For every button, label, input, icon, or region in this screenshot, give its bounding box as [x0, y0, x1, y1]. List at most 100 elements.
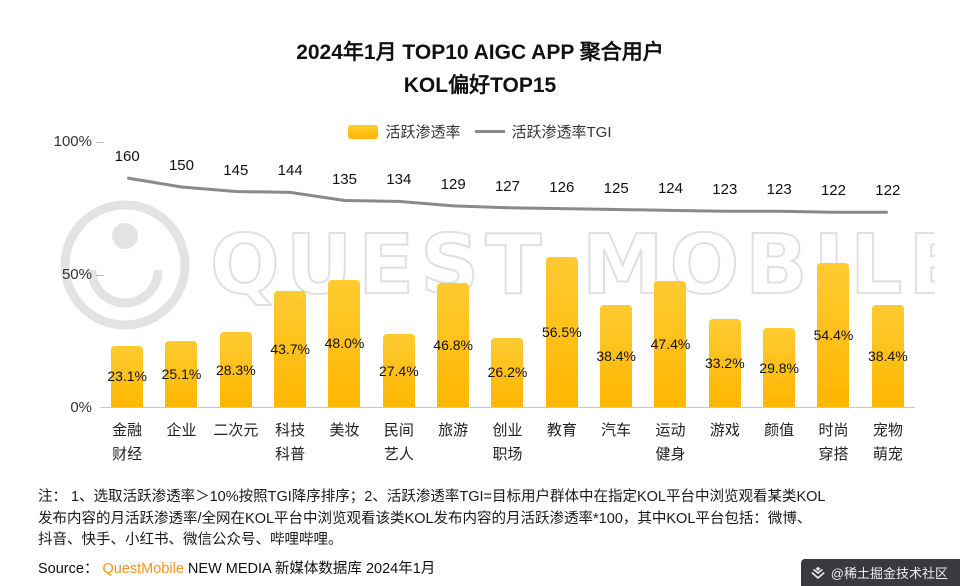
bar-9 [545, 257, 578, 407]
tgi-value-label-11: 124 [657, 180, 683, 198]
bar-value-label-3: 28.3% [215, 361, 256, 378]
category-label-5: 美妆 [329, 422, 360, 439]
bar-swatch-icon [348, 124, 379, 139]
tgi-value-label-1: 160 [114, 148, 140, 165]
tgi-value-label-5: 135 [331, 170, 357, 188]
chart-column-11: 47.4% 124 运动 健身 [643, 142, 697, 463]
page-title: 2024年1月 TOP10 AIGC APP 聚合用户 KOL偏好TOP15 [0, 36, 960, 102]
tgi-value-label-10: 125 [603, 179, 629, 197]
category-label-1: 金融 财经 [112, 422, 143, 463]
category-label-6: 民间 艺人 [383, 422, 414, 463]
footnote-line-3: 抖音、快手、小红书、微信公众号、哔哩哔哩。 [38, 532, 343, 548]
title-line-1: 2024年1月 TOP10 AIGC APP 聚合用户 [296, 41, 664, 64]
category-label-10: 汽车 [601, 422, 632, 439]
tgi-value-label-14: 122 [820, 182, 846, 200]
tgi-value-label-8: 127 [494, 177, 520, 195]
chart-column-6: 27.4% 134 民间 艺人 [372, 142, 426, 463]
chart-column-8: 26.2% 127 创业 职场 [480, 142, 534, 463]
bar-legend-label: 活跃渗透率 [385, 124, 461, 141]
bar-value-label-1: 23.1% [107, 368, 148, 385]
footnote: 注： 1、选取活跃渗透率＞10%按照TGI降序排序；2、活跃渗透率TGI=目标用… [38, 487, 922, 552]
bar-value-label-8: 26.2% [487, 364, 528, 381]
bar-3 [219, 332, 252, 407]
community-badge-label: @稀土掘金技术社区 [830, 566, 948, 581]
line-swatch-icon [474, 130, 505, 133]
bar-4 [274, 291, 307, 407]
y-tick-100: 100% [53, 133, 92, 150]
bar-value-label-9: 56.5% [541, 324, 582, 341]
y-tickmark-50 [96, 275, 104, 276]
bar-14 [817, 262, 850, 407]
bar-8 [491, 337, 524, 407]
footnote-line-2: 发布内容的月活跃渗透率/全网在KOL平台中浏览观看该类KOL发布内容的月活跃渗透… [38, 510, 812, 527]
category-label-15: 宠物 萌宠 [872, 422, 903, 463]
category-label-13: 颜值 [764, 422, 795, 439]
legend-item-line: 活跃渗透率TGI [474, 121, 612, 142]
juejin-logo-icon [811, 566, 825, 579]
footnote-line-1: 注： 1、选取活跃渗透率＞10%按照TGI降序排序；2、活跃渗透率TGI=目标用… [38, 489, 826, 505]
category-label-2: 企业 [166, 422, 197, 439]
chart-column-12: 33.2% 123 游戏 [698, 142, 752, 439]
bar-1 [111, 345, 144, 407]
category-label-12: 游戏 [709, 422, 740, 439]
bar-value-label-7: 46.8% [433, 337, 474, 353]
chart-column-4: 43.7% 144 科技 科普 [263, 142, 317, 463]
bar-value-label-5: 48.0% [324, 335, 365, 352]
chart-column-3: 28.3% 145 二次元 [209, 142, 263, 440]
y-tick-50: 50% [61, 266, 92, 283]
title-line-2: KOL偏好TOP15 [403, 74, 557, 97]
category-label-7: 旅游 [438, 422, 469, 439]
chart-column-13: 29.8% 123 颜值 [752, 142, 806, 439]
bar-value-label-6: 27.4% [378, 362, 419, 379]
legend: 活跃渗透率 活跃渗透率TGI [0, 121, 960, 142]
tgi-value-label-9: 126 [549, 178, 575, 196]
line-legend-label: 活跃渗透率TGI [511, 124, 612, 141]
bar-value-label-10: 38.4% [596, 348, 637, 365]
tgi-value-label-13: 123 [766, 181, 792, 199]
chart-column-9: 56.5% 126 教育 [535, 142, 589, 439]
source-rest: NEW MEDIA 新媒体数据库 2024年1月 [187, 561, 436, 577]
bar-value-label-4: 43.7% [270, 341, 311, 358]
bar-7 [437, 283, 470, 407]
bar-10 [600, 305, 633, 407]
tgi-value-label-4: 144 [277, 162, 303, 180]
category-label-9: 教育 [546, 422, 577, 439]
bar-5 [328, 279, 361, 407]
category-label-8: 创业 职场 [492, 422, 523, 463]
chart-column-7: 46.8% 129 旅游 [426, 142, 480, 439]
tgi-value-label-2: 150 [168, 157, 194, 174]
tgi-value-label-3: 145 [223, 161, 249, 179]
source-line: Source： QuestMobile NEW MEDIA 新媒体数据库 202… [38, 557, 435, 578]
y-tickmark-100 [96, 142, 104, 143]
legend-item-bar: 活跃渗透率 [348, 121, 461, 142]
bar-15 [871, 305, 904, 407]
bar-value-label-2: 25.1% [161, 365, 202, 382]
community-badge: @稀土掘金技术社区 [800, 559, 960, 586]
chart-column-10: 38.4% 125 汽车 [589, 142, 643, 440]
bar-13 [763, 328, 796, 407]
bar-11 [654, 281, 687, 407]
plot-area: 23.1% 160 金融 财经 25.1% 150 企业 28.3% 145 二次元 43.7% 1… [100, 142, 915, 463]
category-label-11: 运动 健身 [655, 422, 686, 463]
source-label: Source： [38, 561, 99, 577]
bar-value-label-11: 47.4% [650, 336, 691, 353]
source-brand: QuestMobile [102, 561, 184, 577]
chart-column-15: 38.4% 122 宠物 萌宠 [861, 142, 915, 463]
category-label-4: 科技 科普 [275, 422, 306, 463]
y-tick-0: 0% [70, 399, 92, 416]
chart-column-1: 23.1% 160 金融 财经 [100, 142, 154, 463]
bar-value-label-15: 38.4% [867, 348, 908, 365]
bar-2 [165, 340, 198, 407]
tgi-value-label-7: 129 [440, 175, 466, 193]
tgi-value-label-15: 122 [875, 182, 901, 200]
tgi-value-label-12: 123 [712, 181, 738, 199]
bar-value-label-13: 29.8% [759, 359, 800, 376]
chart-column-2: 25.1% 150 企业 [154, 142, 208, 439]
bar-value-label-12: 33.2% [704, 355, 745, 371]
tgi-line [126, 176, 888, 214]
bar-12 [708, 319, 741, 407]
chart-column-5: 48.0% 135 美妆 [317, 142, 371, 440]
chart-column-14: 54.4% 122 时尚 穿搭 [806, 142, 860, 463]
category-label-14: 时尚 穿搭 [818, 422, 849, 463]
